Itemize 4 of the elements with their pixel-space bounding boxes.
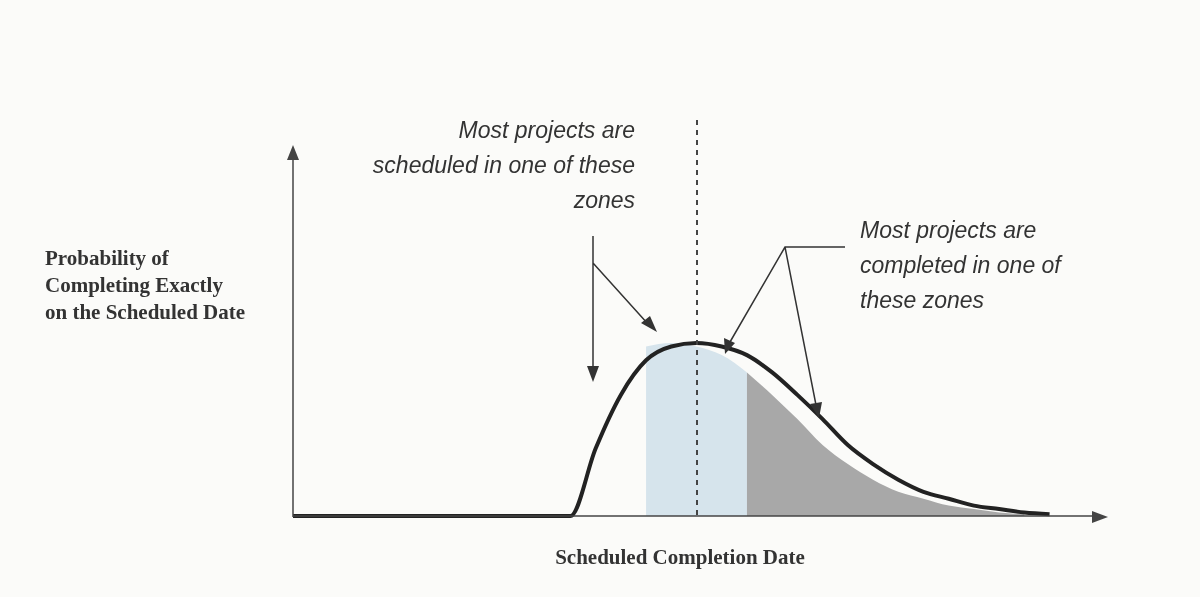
x-axis-title: Scheduled Completion Date	[554, 545, 806, 570]
y-axis-title: Probability of Completing Exactly on the Scheduled Date	[45, 245, 247, 326]
text: Most projects are completed in one of these zones	[860, 216, 1064, 315]
text: Most projects are scheduled in one of these zones	[371, 116, 635, 215]
